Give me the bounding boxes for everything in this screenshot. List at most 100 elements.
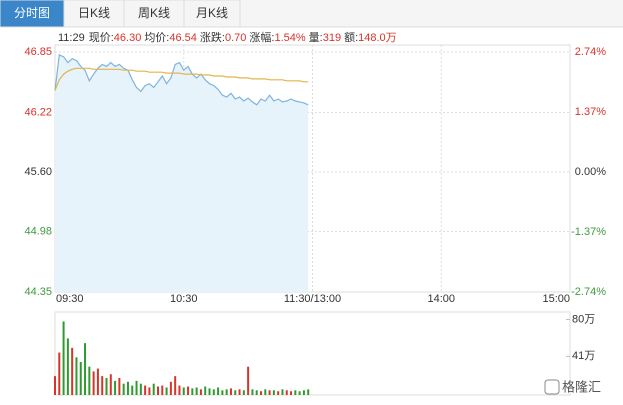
volume-bar — [174, 376, 177, 395]
volume-bar — [251, 389, 254, 395]
volume-bar — [229, 388, 232, 395]
volume-bar — [105, 378, 108, 395]
volume-bar — [182, 387, 185, 395]
volume-bar — [139, 383, 142, 395]
y2-tick-label: 0.00% — [575, 166, 606, 178]
tab-label[interactable]: 周K线 — [138, 6, 170, 20]
watermark-icon — [544, 379, 560, 395]
volume-bar — [165, 387, 168, 395]
volume-bar — [75, 357, 78, 395]
volume-bar — [298, 391, 301, 395]
volume-bar — [260, 391, 262, 395]
info-label: 涨跌: — [200, 30, 225, 44]
volume-bar — [62, 321, 65, 395]
volume-frame — [54, 311, 571, 396]
tabs: 分时图 日K线 周K线 月K线 — [0, 0, 241, 28]
tab-label[interactable]: 日K线 — [78, 6, 110, 20]
info-label: 均价: — [144, 31, 169, 44]
x-tick-label: 14:00 — [427, 293, 455, 305]
y2-tick-label: 1.37% — [575, 106, 606, 118]
volume-bar — [79, 361, 82, 395]
tab-label[interactable]: 月K线 — [196, 6, 228, 20]
volume-bar — [135, 380, 138, 395]
volume-bar — [122, 383, 125, 395]
info-value: 46.30 — [114, 32, 142, 44]
volume-bar — [242, 390, 245, 395]
volume-bar — [101, 376, 104, 395]
info-value: 46.54 — [169, 32, 197, 44]
volume-bar — [285, 390, 288, 395]
volume-bar — [217, 387, 220, 395]
volume-bar — [114, 380, 117, 395]
x-tick-label: 15:00 — [542, 293, 570, 305]
volume-bar — [281, 389, 284, 395]
info-label: 现价: — [89, 31, 114, 44]
y-tick-label: 44.98 — [24, 225, 52, 237]
y2-tick-label: 2.74% — [575, 46, 606, 58]
y2-tick-label: -2.74% — [571, 286, 606, 298]
y-tick-label: 44.35 — [24, 286, 52, 298]
volume-bar — [169, 381, 172, 395]
volume-bar — [161, 385, 164, 395]
volume-bar — [191, 388, 194, 395]
info-value: 148.0万 — [358, 32, 397, 44]
volume-bar — [221, 390, 224, 395]
volume-bar — [208, 388, 211, 395]
tab[interactable] — [0, 0, 65, 28]
info-label: 额: — [344, 31, 358, 44]
volume-bar — [264, 389, 267, 395]
volume-bar — [238, 389, 241, 395]
info-time: 11:29 — [58, 32, 85, 44]
volume-bar — [178, 385, 181, 395]
volume-bar — [225, 389, 228, 395]
volume-bar — [126, 381, 129, 395]
price-area — [55, 54, 309, 293]
watermark: 格隆汇 — [544, 379, 601, 395]
y-tick-label: 46.85 — [24, 46, 52, 58]
info-line: 11:29 现价:46.30 均价:46.54 涨跌:0.70 涨幅:1.54% 量:31… — [58, 30, 397, 44]
x-tick-label: 10:30 — [170, 293, 198, 305]
volume-bar — [157, 386, 159, 395]
info-value: 319 — [323, 32, 341, 44]
volume-bar — [302, 390, 305, 395]
volume-bar — [118, 378, 121, 395]
volume-bar — [131, 385, 134, 395]
volume-bar — [187, 386, 190, 395]
volume-bar — [71, 347, 74, 395]
volume-bar — [84, 343, 87, 395]
volume-bar — [204, 386, 207, 395]
volume-bar — [195, 387, 198, 395]
volume-bar — [234, 390, 237, 395]
info-value: 1.54% — [274, 32, 305, 44]
volume-bar — [88, 366, 91, 395]
watermark-text: 格隆汇 — [562, 379, 601, 394]
volume-bar — [294, 390, 297, 395]
info-value: 0.70 — [225, 32, 246, 44]
volume-bar — [58, 352, 61, 395]
volume-bar — [54, 376, 56, 395]
volume-bar — [96, 368, 99, 395]
volume-bar — [152, 383, 155, 395]
volume-bar — [109, 374, 112, 395]
info-label: 涨幅: — [249, 31, 274, 44]
volume-bar — [290, 391, 293, 395]
volume-bar — [268, 390, 271, 395]
tab[interactable] — [183, 0, 241, 28]
volume-bar — [307, 389, 310, 395]
volume-bar — [212, 389, 215, 395]
volume-bar — [247, 366, 250, 395]
volume-tick-label: 80万 — [572, 313, 595, 325]
x-tick-label: 09:30 — [56, 293, 84, 305]
y2-tick-label: -1.37% — [571, 226, 606, 238]
tab-label[interactable]: 分时图 — [14, 6, 50, 20]
volume-bar — [272, 390, 275, 395]
volume-bar — [199, 389, 202, 395]
volume-tick-label: 41万 — [572, 350, 595, 362]
volume-bar — [277, 391, 280, 395]
y-tick-label: 45.60 — [24, 166, 52, 178]
tab[interactable] — [123, 0, 185, 28]
volume-bar — [144, 385, 147, 395]
x-tick-label: 11:30/13:00 — [284, 293, 341, 305]
